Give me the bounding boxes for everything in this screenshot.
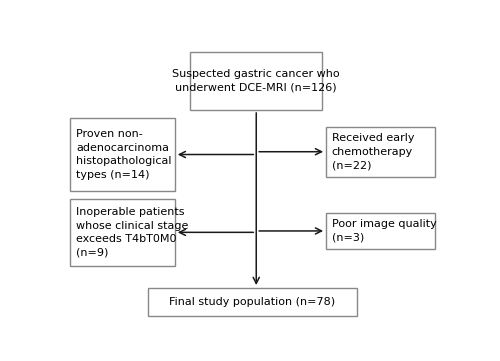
FancyBboxPatch shape bbox=[190, 52, 322, 110]
FancyBboxPatch shape bbox=[326, 127, 434, 177]
FancyBboxPatch shape bbox=[70, 199, 175, 266]
Text: Inoperable patients
whose clinical stage
exceeds T4bT0M0
(n=9): Inoperable patients whose clinical stage… bbox=[76, 207, 188, 258]
FancyBboxPatch shape bbox=[148, 288, 357, 316]
Text: Suspected gastric cancer who
underwent DCE-MRI (n=126): Suspected gastric cancer who underwent D… bbox=[172, 69, 340, 93]
FancyBboxPatch shape bbox=[326, 213, 434, 249]
Text: Proven non-
adenocarcinoma
histopathological
types (n=14): Proven non- adenocarcinoma histopatholog… bbox=[76, 129, 172, 180]
Text: Poor image quality
(n=3): Poor image quality (n=3) bbox=[332, 219, 436, 243]
FancyBboxPatch shape bbox=[70, 118, 175, 191]
Text: Final study population (n=78): Final study population (n=78) bbox=[170, 297, 336, 307]
Text: Received early
chemotherapy
(n=22): Received early chemotherapy (n=22) bbox=[332, 133, 414, 170]
